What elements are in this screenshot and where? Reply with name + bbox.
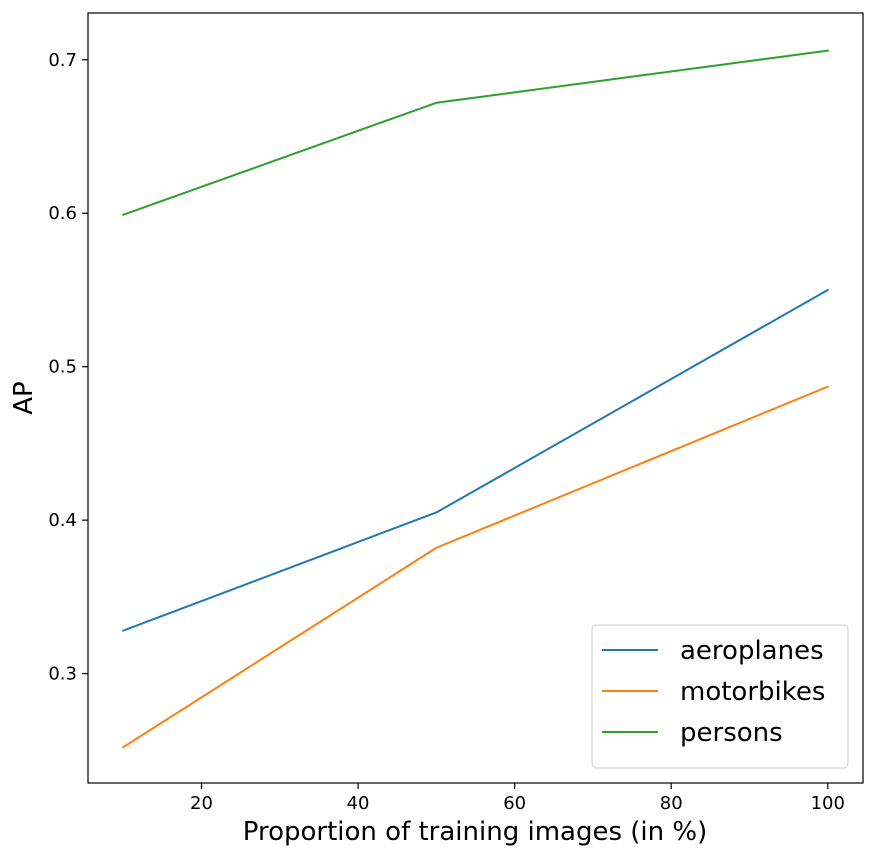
x-tick-label: 40 <box>347 793 370 814</box>
plot-area <box>121 49 830 749</box>
legend: aeroplanes motorbikes persons <box>591 624 849 769</box>
x-tick-label: 100 <box>811 793 845 814</box>
y-axis-label: AP <box>9 381 39 414</box>
y-axis: 0.3 0.4 0.5 0.6 0.7 <box>48 50 88 685</box>
legend-label-aeroplanes: aeroplanes <box>680 636 824 666</box>
y-tick-label: 0.3 <box>48 664 77 685</box>
x-tick-label: 80 <box>660 793 683 814</box>
y-tick-label: 0.7 <box>48 50 77 71</box>
x-axis-label: Proportion of training images (in %) <box>243 817 707 847</box>
x-tick-label: 20 <box>190 793 213 814</box>
plot-frame <box>87 12 864 784</box>
legend-label-motorbikes: motorbikes <box>680 677 825 707</box>
y-tick-label: 0.4 <box>48 510 77 531</box>
x-tick-label: 60 <box>503 793 526 814</box>
series-line-aeroplanes <box>121 288 830 632</box>
x-axis: 20 40 60 80 100 <box>190 783 845 814</box>
series-line-motorbikes <box>121 385 830 749</box>
y-tick-label: 0.6 <box>48 203 77 224</box>
series-line-persons <box>121 49 829 217</box>
legend-label-persons: persons <box>680 718 783 748</box>
y-tick-label: 0.5 <box>48 357 77 378</box>
